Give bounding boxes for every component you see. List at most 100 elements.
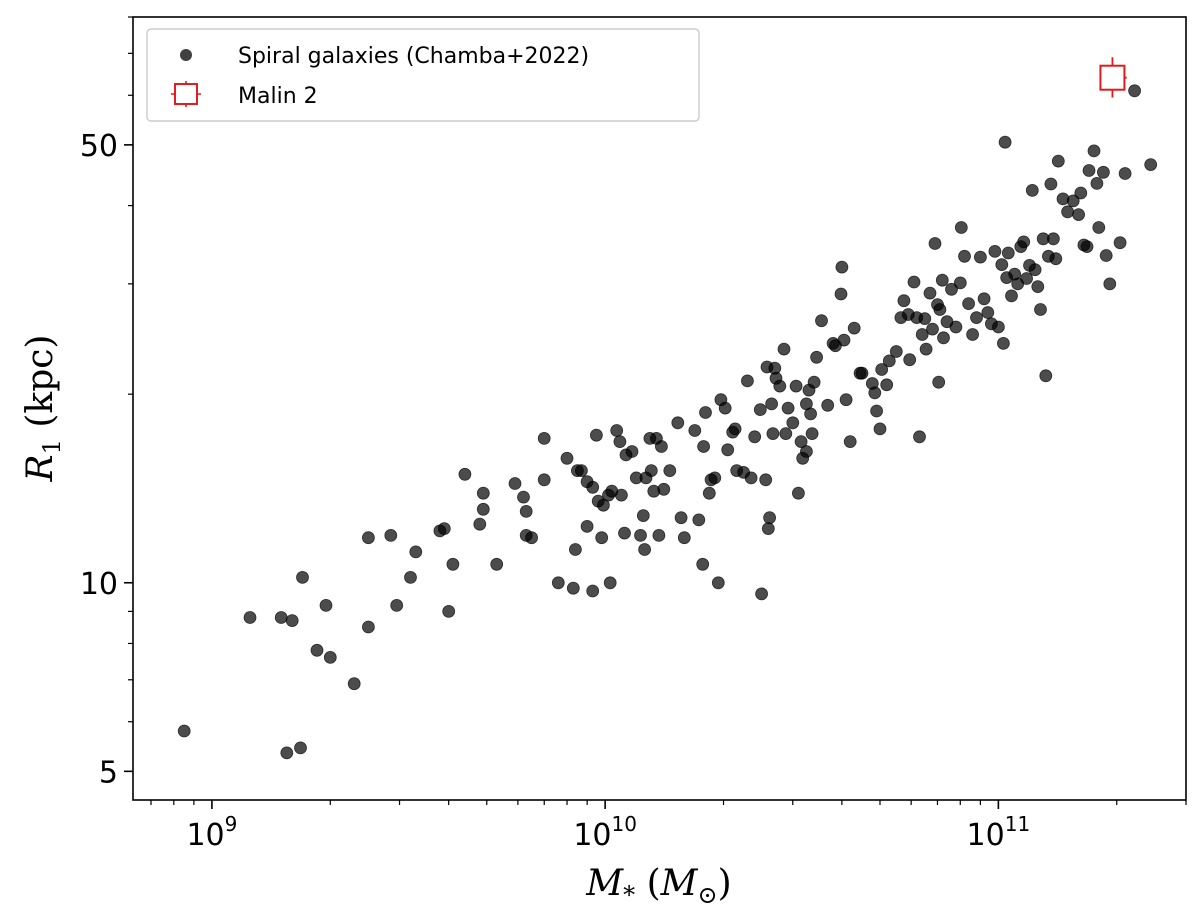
spiral-galaxy-point [718,401,732,415]
spiral-galaxy-point [519,504,533,518]
spiral-galaxy-point [741,374,754,388]
spiral-galaxy-point [1061,205,1074,219]
spiral-galaxy-point [323,651,337,664]
spiral-galaxy-point [997,336,1010,350]
spiral-galaxy-point [688,424,702,437]
spiral-galaxy-point [1051,154,1065,168]
y-axis-label: R1 (kpc) [20,335,66,483]
spiral-galaxy-point [807,375,821,389]
spiral-galaxy-point [280,746,294,760]
spiral-galaxy-point [903,353,917,367]
spiral-galaxy-point [992,320,1005,334]
legend-label-malin2: Malin 2 [238,84,318,109]
spiral-galaxy-point [932,375,946,389]
spiral-galaxy-point [1047,232,1060,246]
spiral-galaxy-point [177,724,191,738]
spiral-galaxy-point [843,435,857,449]
spiral-galaxy-point [657,482,671,496]
spiral-galaxy-point [575,464,588,478]
spiral-galaxy-point [586,584,600,598]
spiral-galaxy-point [889,345,903,358]
spiral-galaxy-point [537,473,551,487]
spiral-galaxy-point [759,473,773,487]
spiral-galaxy-point [834,287,848,301]
spiral-galaxy-point [1005,289,1018,303]
spiral-galaxy-point [708,471,722,485]
spiral-galaxy-point [926,322,939,336]
spiral-galaxy-point [954,221,968,234]
spiral-galaxy-point [977,292,991,306]
y-tick-label: 5 [99,755,118,790]
spiral-galaxy-point [580,520,594,533]
spiral-galaxy-point [663,464,677,478]
spiral-galaxy-point [847,321,861,335]
spiral-galaxy-point [907,275,921,289]
data-points-layer [177,67,1158,760]
spiral-galaxy-point [347,677,361,691]
spiral-galaxy-point [728,422,742,436]
spiral-galaxy-point [875,363,889,376]
spiral-galaxy-point [1082,164,1096,177]
spiral-galaxy-point [937,331,950,345]
spiral-galaxy-point [835,260,849,274]
spiral-galaxy-point [634,529,647,542]
spiral-galaxy-point [1039,369,1053,383]
spiral-galaxy-point [590,428,603,442]
spiral-galaxy-point [551,576,565,590]
spiral-galaxy-point [779,427,793,441]
spiral-galaxy-point [603,576,617,590]
spiral-galaxy-point [949,320,963,334]
spiral-galaxy-point [671,416,685,430]
spiral-galaxy-point [873,422,887,436]
spiral-galaxy-point [970,311,983,325]
spiral-galaxy-point [995,258,1009,272]
spiral-galaxy-point [490,557,504,571]
malin2-layer [1099,57,1127,98]
x-tick-label: 1011 [967,812,1031,853]
spiral-galaxy-point [638,543,651,556]
spiral-galaxy-point [915,328,929,341]
spiral-galaxy-point [537,431,551,445]
spiral-galaxy-point [613,435,627,449]
spiral-galaxy-point [1031,280,1045,294]
spiral-galaxy-point [1044,177,1058,191]
spiral-galaxy-point [1087,144,1101,158]
spiral-galaxy-point [566,581,580,595]
spiral-galaxy-point [677,531,691,545]
spiral-galaxy-point [761,522,775,535]
spiral-galaxy-point [319,599,333,612]
spiral-galaxy-point [595,531,609,545]
spiral-galaxy-point [721,443,735,457]
spiral-galaxy-point [525,531,538,545]
spiral-galaxy-point [1074,186,1088,200]
plot-area [133,17,1186,800]
spiral-galaxy-point [473,517,487,531]
y-axis: 5 10 50 [80,16,133,790]
spiral-galaxy-point [804,407,817,421]
spiral-galaxy-point [697,440,710,453]
spiral-galaxy-point [786,416,800,430]
spiral-galaxy-point [655,440,668,453]
spiral-galaxy-point [923,286,937,300]
spiral-galaxy-point [625,445,639,458]
spiral-galaxy-point [897,294,911,308]
spiral-galaxy-point [821,398,835,412]
spiral-galaxy-point [711,576,725,590]
spiral-galaxy-point [1103,277,1117,291]
spiral-galaxy-point [935,273,949,287]
spiral-galaxy-point [958,249,971,263]
x-tick-label: 109 [186,812,237,853]
spiral-galaxy-point [310,643,324,657]
spiral-galaxy-point [294,741,307,755]
spiral-galaxy-point [674,511,688,525]
spiral-galaxy-point [476,486,490,500]
spiral-galaxy-point [919,342,933,356]
x-axis-label: M* (M⊙) [585,863,731,909]
spiral-galaxy-point [702,486,716,500]
spiral-galaxy-point [361,531,375,545]
spiral-galaxy-point [1072,208,1085,222]
spiral-galaxy-point [974,250,987,264]
spiral-galaxy-point [1025,183,1039,197]
malin2-point [1099,64,1126,91]
spiral-galaxy-point [880,378,894,392]
